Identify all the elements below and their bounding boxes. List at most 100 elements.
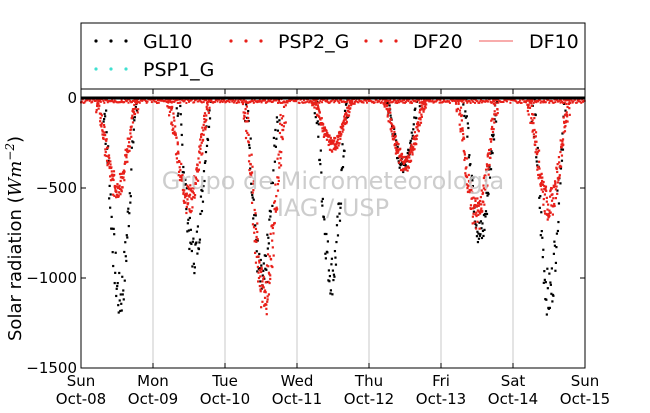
point-psp2-g-6 (537, 149, 541, 152)
point-gl10-1 (198, 241, 201, 244)
point-df20-0 (101, 133, 104, 136)
point-gl10-5 (466, 135, 469, 138)
point-df20-4 (387, 109, 390, 112)
point-df20-4 (414, 135, 417, 138)
point-df20-6 (554, 182, 557, 185)
point-psp2-g-0 (127, 141, 131, 144)
point-psp2-g-3 (317, 108, 320, 111)
point-psp2-g-1 (199, 144, 202, 147)
point-psp2-g-6 (559, 139, 562, 142)
point-df20-4 (396, 151, 399, 154)
point-gl10-3 (317, 135, 320, 138)
point-psp2-g-5 (487, 173, 490, 176)
point-psp2-g-night (442, 98, 445, 101)
point-psp2-g-3 (318, 115, 321, 118)
point-psp2-g-2 (242, 117, 245, 120)
point-psp2-g-0 (95, 111, 98, 114)
point-psp2-g-6 (532, 122, 535, 125)
x-tick-label-day: Sun (571, 372, 600, 390)
point-psp2-g-night (126, 98, 129, 101)
point-psp2-g-night (497, 101, 500, 104)
point-psp2-g-night (197, 100, 200, 103)
point-psp2-g-night (431, 99, 434, 102)
point-psp2-g-5 (465, 183, 468, 186)
point-psp2-g-3 (319, 123, 323, 126)
point-df20-5 (486, 155, 489, 158)
point-psp2-g-night (423, 99, 426, 102)
point-gl10-3 (331, 269, 335, 272)
point-gl10-6 (553, 244, 557, 247)
point-df20-0 (100, 124, 103, 127)
point-psp2-g-night (532, 101, 535, 104)
point-gl10-1 (203, 179, 206, 183)
point-psp2-g-2 (244, 108, 247, 111)
point-psp2-g-night (348, 100, 351, 103)
point-df20-6 (550, 199, 554, 202)
point-gl10-5 (488, 165, 491, 168)
point-gl10-1 (208, 109, 211, 112)
point-gl10-5 (491, 151, 494, 155)
point-psp2-g-night (456, 99, 459, 102)
point-psp2-g-6 (554, 181, 557, 184)
point-df20-4 (385, 107, 388, 110)
point-df20-1 (182, 191, 185, 194)
point-psp2-g-4 (390, 123, 394, 126)
point-psp2-g-night (353, 101, 356, 104)
point-df20-1 (197, 169, 200, 172)
point-psp2-g-night (155, 100, 158, 103)
point-psp2-g-night (394, 101, 397, 104)
point-gl10-1 (180, 123, 183, 126)
point-psp2-g-night (318, 101, 321, 104)
point-psp2-g-4 (391, 135, 394, 138)
point-psp2-g-5 (467, 190, 470, 193)
point-df20-2 (282, 128, 285, 132)
point-psp2-g-night (515, 100, 518, 103)
point-df20-5 (476, 220, 479, 223)
point-psp2-g-night (454, 100, 457, 103)
point-psp2-g-night (123, 101, 126, 104)
point-psp2-g-night (173, 100, 176, 103)
point-gl10-3 (344, 103, 348, 106)
point-gl10-4 (395, 139, 398, 142)
point-gl10-1 (180, 133, 183, 137)
point-df20-5 (468, 190, 471, 193)
point-df20-1 (172, 132, 175, 135)
point-psp2-g-2 (279, 122, 282, 125)
point-gl10-1 (176, 114, 179, 117)
x-tick-label-day: Mon (137, 372, 169, 390)
point-gl10-0 (132, 128, 135, 131)
point-gl10-1 (187, 218, 190, 221)
point-psp2-g-night (396, 101, 399, 104)
point-gl10-2 (247, 109, 250, 113)
point-psp2-g-4 (419, 118, 422, 121)
point-psp2-g-6 (566, 115, 569, 118)
point-gl10-3 (324, 252, 327, 255)
point-df20-5 (461, 127, 464, 130)
point-df20-5 (484, 174, 487, 177)
point-df20-0 (129, 132, 132, 135)
point-df20-5 (465, 166, 468, 169)
point-psp2-g-night (333, 101, 336, 104)
point-df20-2 (257, 255, 260, 258)
point-df20-1 (200, 141, 203, 144)
point-psp2-g-night (203, 99, 206, 102)
point-df20-5 (456, 107, 460, 111)
point-gl10-3 (321, 197, 324, 201)
point-df20-4 (392, 133, 395, 136)
point-df20-2 (250, 201, 254, 204)
point-df20-3 (331, 141, 334, 144)
point-psp2-g-2 (259, 290, 262, 293)
point-df20-1 (187, 185, 190, 189)
x-tick-label-date: Oct-08 (56, 390, 106, 408)
point-gl10-6 (553, 240, 556, 243)
x-tick-label-date: Oct-11 (272, 390, 322, 408)
point-df20-6 (535, 140, 538, 143)
point-psp2-g-night (325, 100, 328, 103)
point-psp2-g-night (494, 101, 497, 104)
point-df20-6 (536, 152, 539, 155)
point-gl10-1 (207, 125, 211, 128)
point-df20-4 (395, 147, 399, 150)
point-gl10-5 (465, 115, 468, 118)
point-df20-4 (388, 111, 391, 114)
point-psp2-g-night (563, 101, 566, 104)
